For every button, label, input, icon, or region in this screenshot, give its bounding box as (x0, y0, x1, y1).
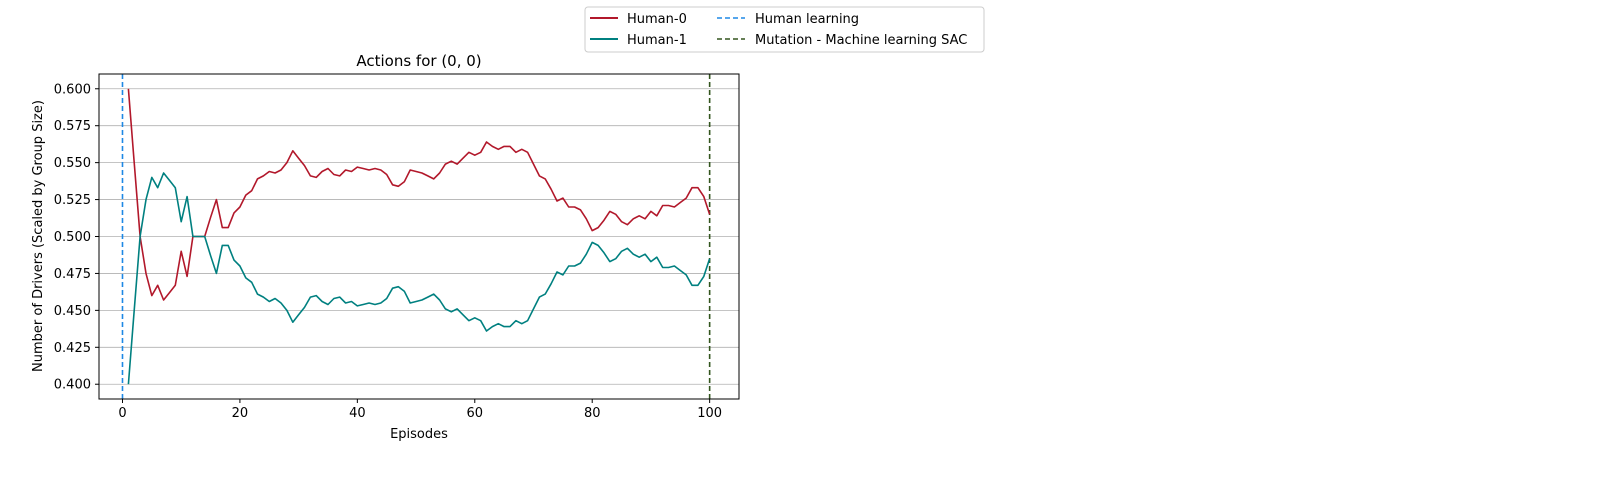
legend: Human-0 Human-1 Human learning Mutation … (584, 6, 985, 53)
legend-label-human-learning: Human learning (755, 12, 859, 27)
y-tick-label: 0.500 (54, 230, 91, 245)
y-tick-label: 0.475 (54, 267, 91, 282)
y-axis-label: Number of Drivers (Scaled by Group Size) (31, 100, 46, 372)
y-tick-label: 0.600 (54, 82, 91, 97)
x-tick-label: 80 (584, 406, 601, 421)
legend-label-human-1: Human-1 (627, 33, 687, 48)
legend-label-mutation-sac: Mutation - Machine learning SAC (755, 33, 967, 48)
axis-ticks: 0.400 0.425 0.450 0.475 0.500 0.525 0.550 0.575… (54, 82, 722, 421)
x-tick-label: 0 (118, 406, 126, 421)
x-tick-label: 60 (467, 406, 484, 421)
series-lines (127, 88, 711, 385)
series-line-human-0 (127, 88, 711, 301)
x-tick-label: 20 (232, 406, 249, 421)
series-line-human-1 (127, 172, 711, 385)
y-tick-label: 0.450 (54, 304, 91, 319)
grid-lines (99, 88, 739, 385)
chart-title: Actions for (0, 0) (356, 52, 481, 70)
y-tick-label: 0.425 (54, 341, 91, 356)
reference-lines (121, 74, 711, 399)
x-tick-label: 40 (349, 406, 366, 421)
legend-label-human-0: Human-0 (627, 12, 687, 27)
y-tick-label: 0.550 (54, 156, 91, 171)
x-tick-label: 100 (697, 406, 722, 421)
y-tick-label: 0.400 (54, 378, 91, 393)
legend-frame (584, 6, 985, 53)
y-tick-label: 0.575 (54, 119, 91, 134)
x-axis-label: Episodes (390, 427, 448, 442)
y-tick-label: 0.525 (54, 193, 91, 208)
